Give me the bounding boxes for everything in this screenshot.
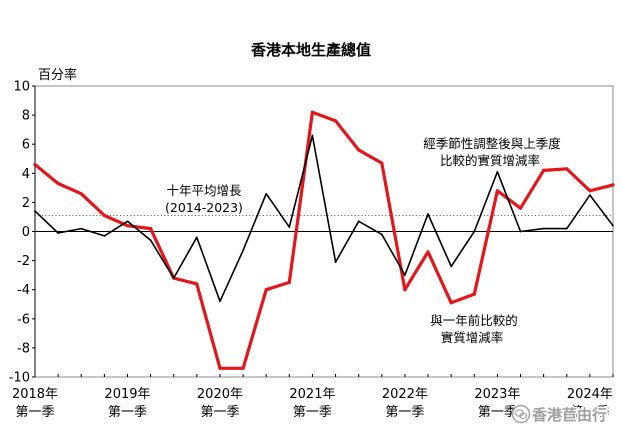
y-tick-label: -4 [17, 283, 30, 298]
data-point-qoq [404, 274, 406, 276]
series-layer [33, 110, 615, 370]
data-point-qoq [265, 192, 268, 195]
watermark: 香港苣由行 [511, 404, 609, 426]
data-point-yoy [310, 110, 314, 114]
data-point-qoq [450, 265, 453, 268]
x-tick-label-year: 2018年 [12, 387, 58, 402]
y-tick-label: 8 [22, 109, 30, 124]
data-point-yoy [472, 292, 476, 296]
series-line-qoq [34, 134, 614, 303]
y-tick-label: 2 [22, 196, 30, 211]
data-point-qoq [311, 134, 314, 137]
data-point-qoq [334, 261, 337, 263]
data-point-yoy [33, 163, 37, 167]
data-point-yoy [241, 366, 245, 370]
x-tick-label-year: 2019年 [104, 387, 150, 402]
series-label-yoy: 實質增減率 [441, 330, 504, 345]
data-point-yoy [334, 119, 338, 123]
data-point-yoy [565, 167, 569, 171]
x-tick-label-year: 2022年 [382, 387, 428, 402]
data-point-qoq [103, 235, 106, 237]
data-point-qoq [612, 224, 614, 227]
data-point-qoq [288, 226, 291, 228]
data-point-qoq [381, 233, 383, 236]
y-tick-label: -10 [9, 371, 30, 386]
annotations: 十年平均增長 (2014-2023) 經季節性調整後與上季度 比較的實質增減率 … [165, 136, 561, 345]
wechat-icon [511, 404, 531, 424]
data-point-yoy [125, 224, 130, 228]
data-point-yoy [495, 189, 499, 193]
data-point-qoq [126, 220, 129, 223]
data-point-yoy [287, 280, 291, 284]
y-axis-label: 百分率 [38, 67, 77, 83]
data-point-qoq [242, 249, 244, 252]
y-tick-label: 0 [22, 225, 30, 240]
data-point-yoy [542, 168, 546, 172]
data-point-yoy [588, 189, 592, 193]
data-point-yoy [149, 227, 153, 231]
data-point-qoq [566, 227, 568, 230]
y-tick-label: -6 [17, 312, 30, 327]
data-point-yoy [403, 288, 407, 292]
data-point-qoq [542, 227, 545, 230]
y-tick-label: 10 [13, 80, 30, 95]
x-tick-label-year: 2024年 [567, 387, 613, 402]
x-tick-label-quarter: 第一季 [385, 405, 424, 420]
x-tick-label-year: 2023年 [474, 387, 520, 402]
y-tick-label: -8 [17, 341, 30, 356]
data-point-yoy [102, 213, 106, 218]
data-point-qoq [427, 213, 429, 215]
reference-line-label: (2014-2023) [165, 200, 243, 215]
series-label-qoq: 比較的實質增減率 [440, 153, 540, 168]
data-point-yoy [380, 161, 384, 165]
data-point-yoy [79, 192, 83, 196]
x-tick-label-quarter: 第一季 [108, 405, 147, 420]
x-tick-label-quarter: 第一季 [570, 405, 609, 420]
data-point-yoy [449, 301, 453, 305]
data-point-yoy [357, 148, 361, 152]
data-point-qoq [57, 232, 59, 234]
series-label-qoq: 經季節性調整後與上季度 [423, 136, 561, 151]
y-tick-label: -2 [17, 254, 30, 269]
series-line-yoy [33, 110, 615, 370]
data-point-yoy [426, 250, 430, 254]
data-point-yoy [518, 206, 523, 210]
data-point-qoq [357, 220, 360, 223]
data-point-qoq [473, 230, 476, 233]
data-point-yoy [264, 288, 268, 292]
data-point-yoy [218, 366, 222, 370]
x-tick-label-year: 2021年 [289, 387, 335, 402]
watermark-text: 香港苣由行 [532, 406, 607, 424]
data-point-qoq [80, 227, 82, 230]
data-point-qoq [196, 236, 198, 239]
data-point-qoq [496, 171, 499, 173]
reference-line-label: 十年平均增長 [166, 183, 242, 198]
data-point-yoy [611, 183, 615, 187]
data-point-qoq [589, 194, 591, 196]
x-tick-label-quarter: 第一季 [15, 405, 54, 420]
chart-title: 香港本地生產總值 [251, 41, 371, 59]
x-tick-label-quarter: 第一季 [293, 405, 332, 420]
data-point-yoy [56, 181, 60, 186]
data-point-qoq [219, 300, 221, 303]
series-label-yoy: 與一年前比較的 [430, 313, 518, 328]
data-point-qoq [149, 239, 152, 241]
data-point-qoq [519, 230, 522, 233]
data-point-qoq [172, 277, 175, 279]
data-point-yoy [195, 282, 199, 286]
data-point-qoq [34, 210, 36, 212]
y-tick-label: 4 [22, 167, 30, 182]
x-tick-label-year: 2020年 [197, 387, 243, 402]
x-tick-label-quarter: 第一季 [478, 405, 517, 420]
y-tick-label: 6 [22, 138, 30, 153]
x-tick-label-quarter: 第一季 [200, 405, 239, 420]
